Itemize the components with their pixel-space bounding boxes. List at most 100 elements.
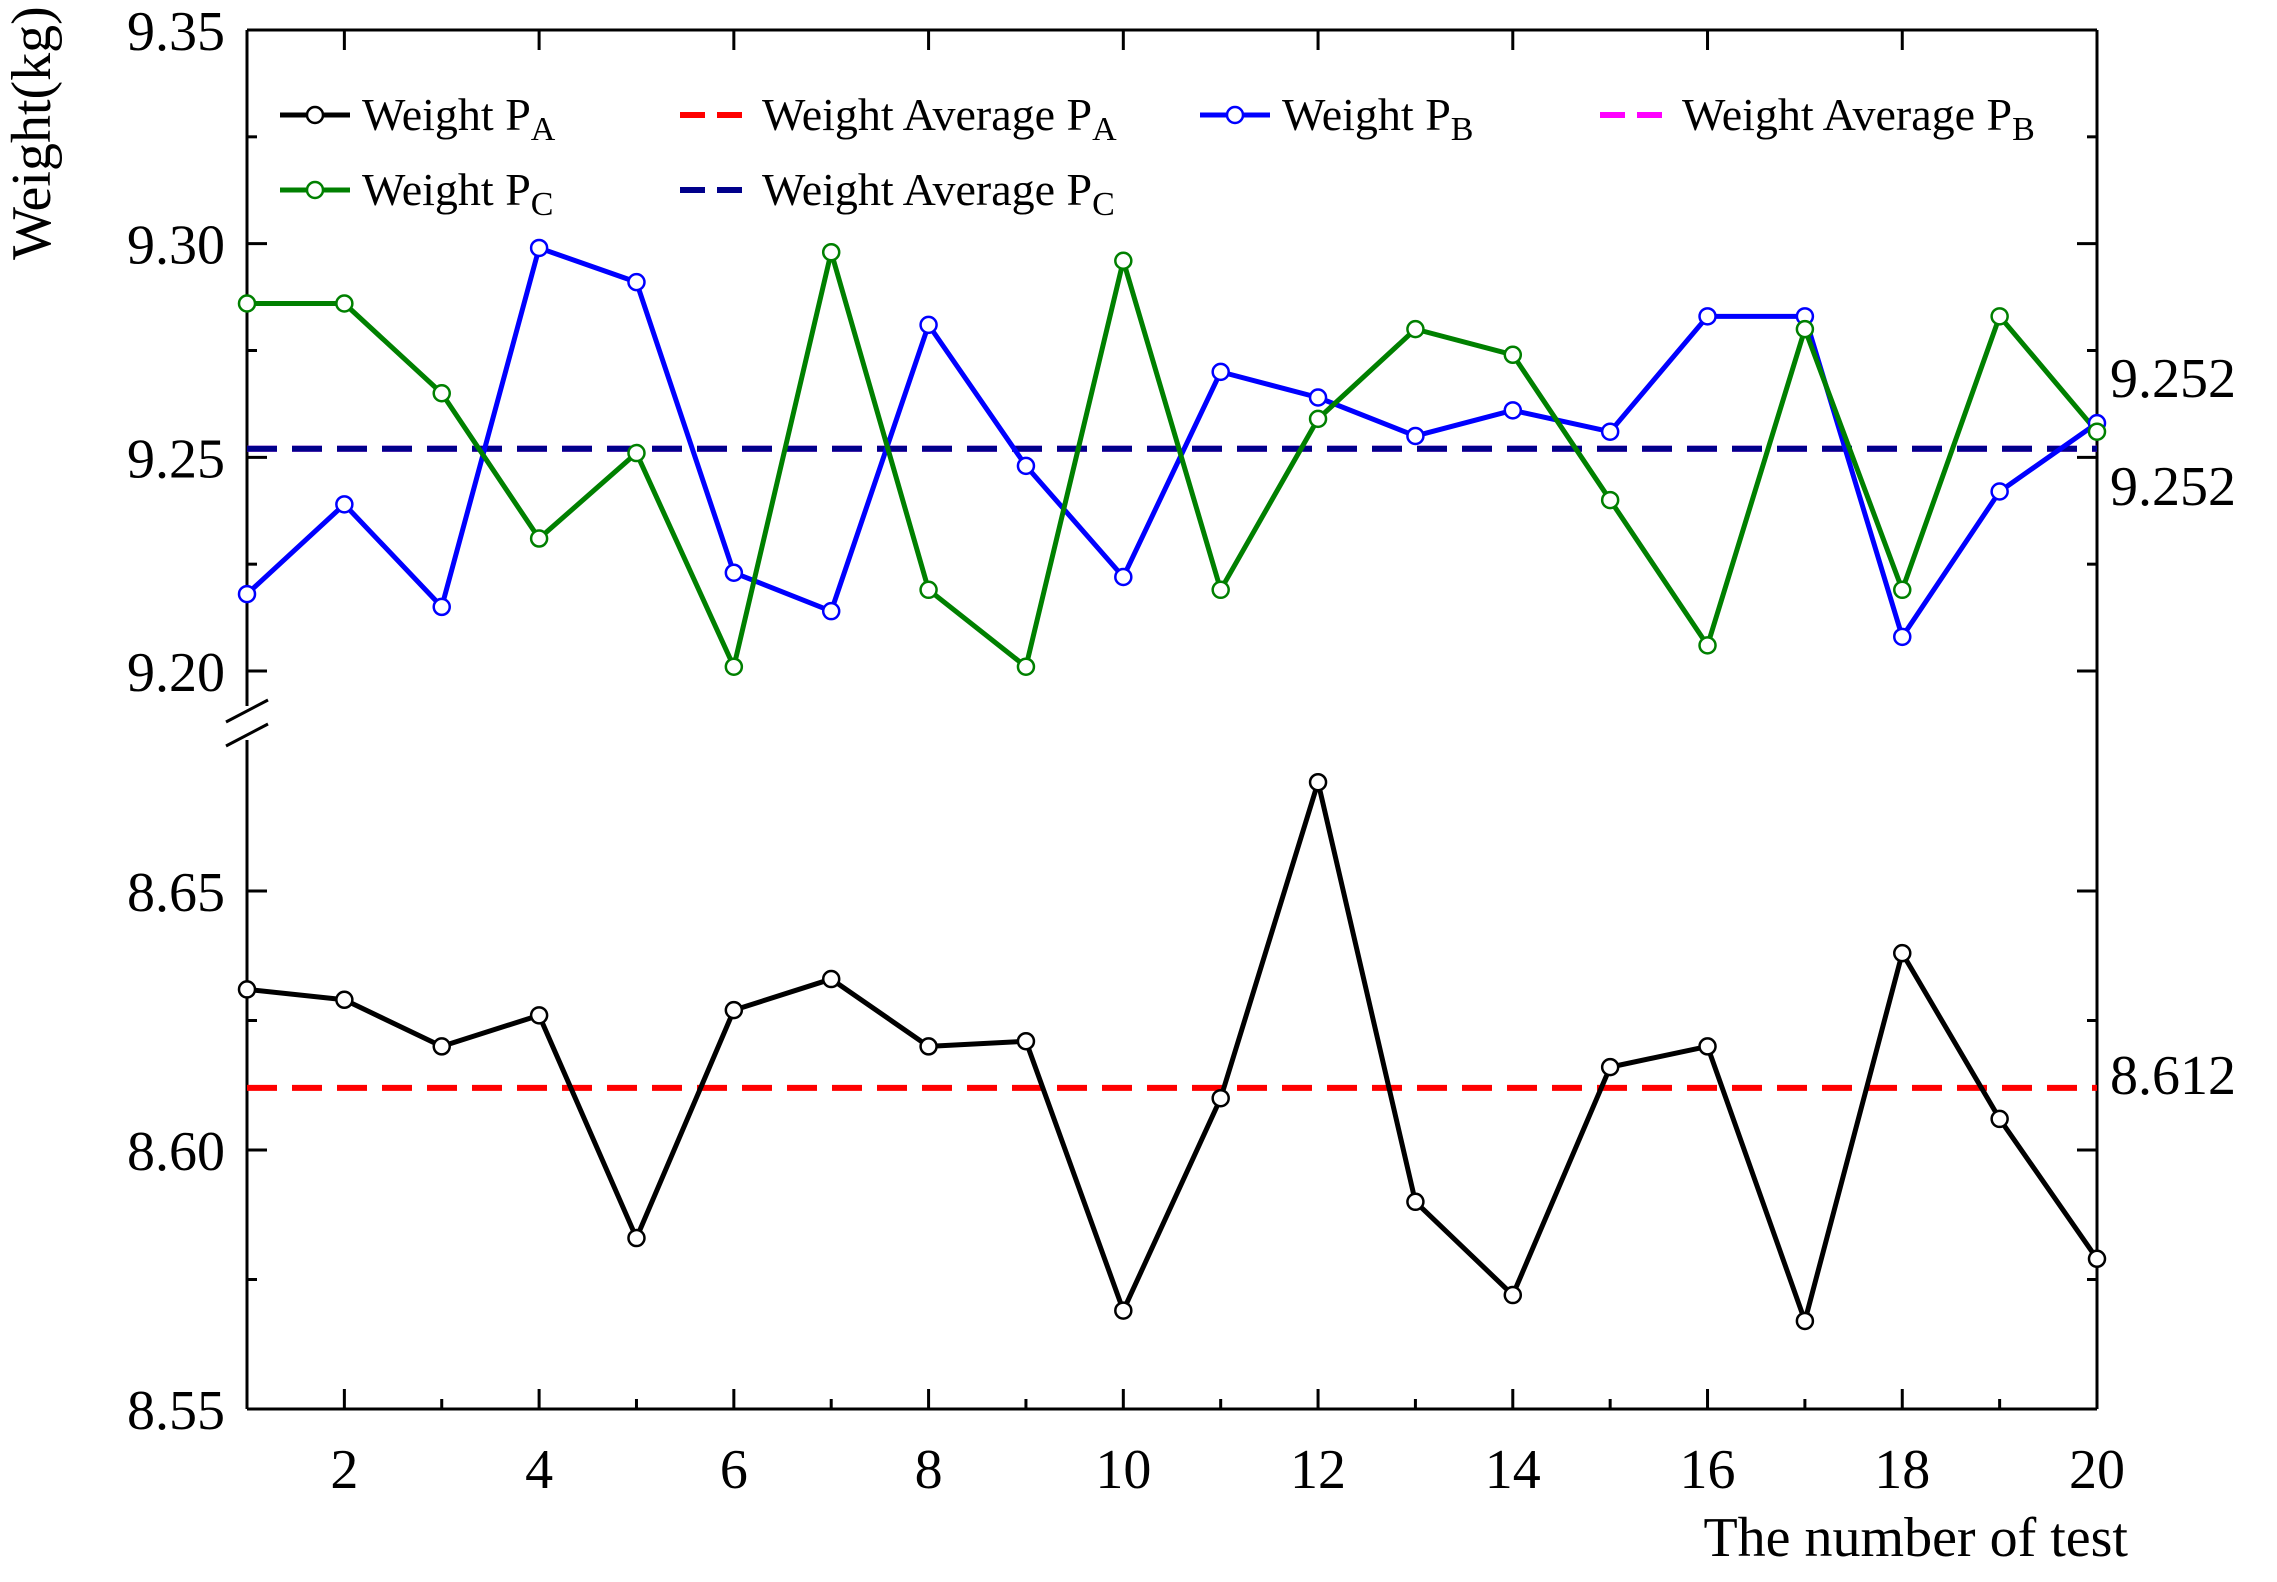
data-point-b [335,495,354,514]
data-point-c [1016,657,1036,676]
data-point-a [1990,1109,2009,1129]
x-axis-title: The number of test [1703,1507,2128,1569]
data-point-c [237,294,257,313]
axis-tick-labels: 2 4 6 8 10 12 14 16 18 20 9.20 9.25 9.30 9.35 8.55 8.60… [127,1,2125,1501]
y-tick-label: 9.25 [127,428,225,490]
legend-item-c: Weight PC [280,164,553,223]
legend-label: Weight Average PA [762,89,1117,148]
data-point-b [627,272,646,292]
data-point-a [2087,1249,2107,1269]
data-point-c [1795,319,1815,339]
y-tick-label: 8.55 [127,1380,225,1442]
y-axis-title: Weight(kg) [1,6,63,260]
data-point-c [1308,409,1328,429]
data-point-b [529,238,549,258]
legend-label: Weight Average PB [1682,89,2035,148]
data-point-a [1211,1088,1230,1108]
data-point-c [1406,319,1425,339]
data-point-a [1795,1311,1815,1331]
legend-subscript: C [531,186,554,223]
data-point-b [1990,482,2009,501]
data-point-b [724,563,744,582]
average-value-label: 9.252 [2110,456,2236,518]
data-point-c [1211,580,1230,600]
data-point-a [335,990,354,1010]
legend-marker [1225,105,1245,125]
x-tick-label: 14 [1485,1439,1541,1501]
data-point-b [821,601,841,621]
data-point-c [432,383,451,403]
series-line-a [246,779,2100,1324]
legend-marker [305,105,325,125]
y-tick-label: 9.30 [127,215,225,277]
y-tick-label: 9.20 [127,642,225,704]
average-value-label: 9.252 [2110,348,2236,410]
data-point-b [1698,307,1717,326]
average-lines [247,445,2097,1091]
data-point-a [1600,1057,1620,1077]
data-point-a [1893,943,1912,963]
data-point-c [627,443,646,463]
data-point-markers [237,238,2107,1331]
plot-frame [225,28,2099,1411]
data-point-b [1406,426,1425,446]
data-point-a [1503,1285,1523,1305]
data-point-b [919,315,938,335]
x-tick-label: 20 [2069,1439,2125,1501]
data-point-a [237,980,257,999]
y-tick-label: 8.65 [127,862,225,924]
x-tick-label: 16 [1680,1439,1736,1501]
data-point-c [821,242,841,262]
data-point-b [1600,422,1620,441]
data-point-a [919,1037,938,1056]
data-point-a [1406,1192,1425,1212]
data-point-c [1893,580,1912,600]
x-tick-label: 10 [1095,1439,1151,1501]
data-point-a [821,969,841,989]
y-tick-label: 9.35 [127,1,225,63]
data-point-c [529,529,549,548]
data-point-a [1016,1031,1036,1051]
data-point-a [1698,1037,1717,1056]
legend-item-b: Weight PB [1200,89,1473,148]
average-value-label: 8.612 [2110,1045,2236,1107]
data-point-c [1990,307,2009,326]
legend-subscript: A [531,111,556,148]
x-tick-label: 2 [330,1439,358,1501]
data-point-b [1503,401,1523,420]
data-point-c [1114,251,1133,271]
legend-marker [305,180,325,200]
y-tick-label: 8.60 [127,1121,225,1183]
data-point-c [724,657,744,676]
data-point-c [1698,636,1717,655]
data-point-b [1211,362,1230,382]
data-point-a [432,1037,451,1056]
legend-label: Weight PC [362,164,553,223]
legend-subscript: B [2012,111,2035,148]
data-point-c [335,294,354,313]
legend-subscript: B [1451,111,1474,148]
data-point-c [919,580,938,600]
legend-item-a: Weight PA [280,89,556,148]
data-point-b [432,597,451,617]
x-tick-label: 18 [1874,1439,1930,1501]
legend-label: Weight PA [362,89,556,148]
x-tick-label: 12 [1290,1439,1346,1501]
data-point-a [529,1006,549,1025]
x-tick-label: 6 [720,1439,748,1501]
axis-break-mark [225,698,269,724]
average-annotations: 9.252 9.252 8.612 [2110,348,2236,1107]
x-tick-label: 4 [525,1439,553,1501]
data-point-a [724,1000,744,1020]
axis-break-mark [225,722,269,748]
data-point-b [1308,388,1328,407]
legend-item-a: Weight Average PA [680,89,1117,148]
data-point-c [1503,345,1523,365]
legend-label: Weight PB [1282,89,1473,148]
x-tick-label: 8 [915,1439,943,1501]
data-point-a [1308,772,1328,792]
data-point-a [627,1228,646,1248]
legend-label: Weight Average PC [762,164,1115,223]
